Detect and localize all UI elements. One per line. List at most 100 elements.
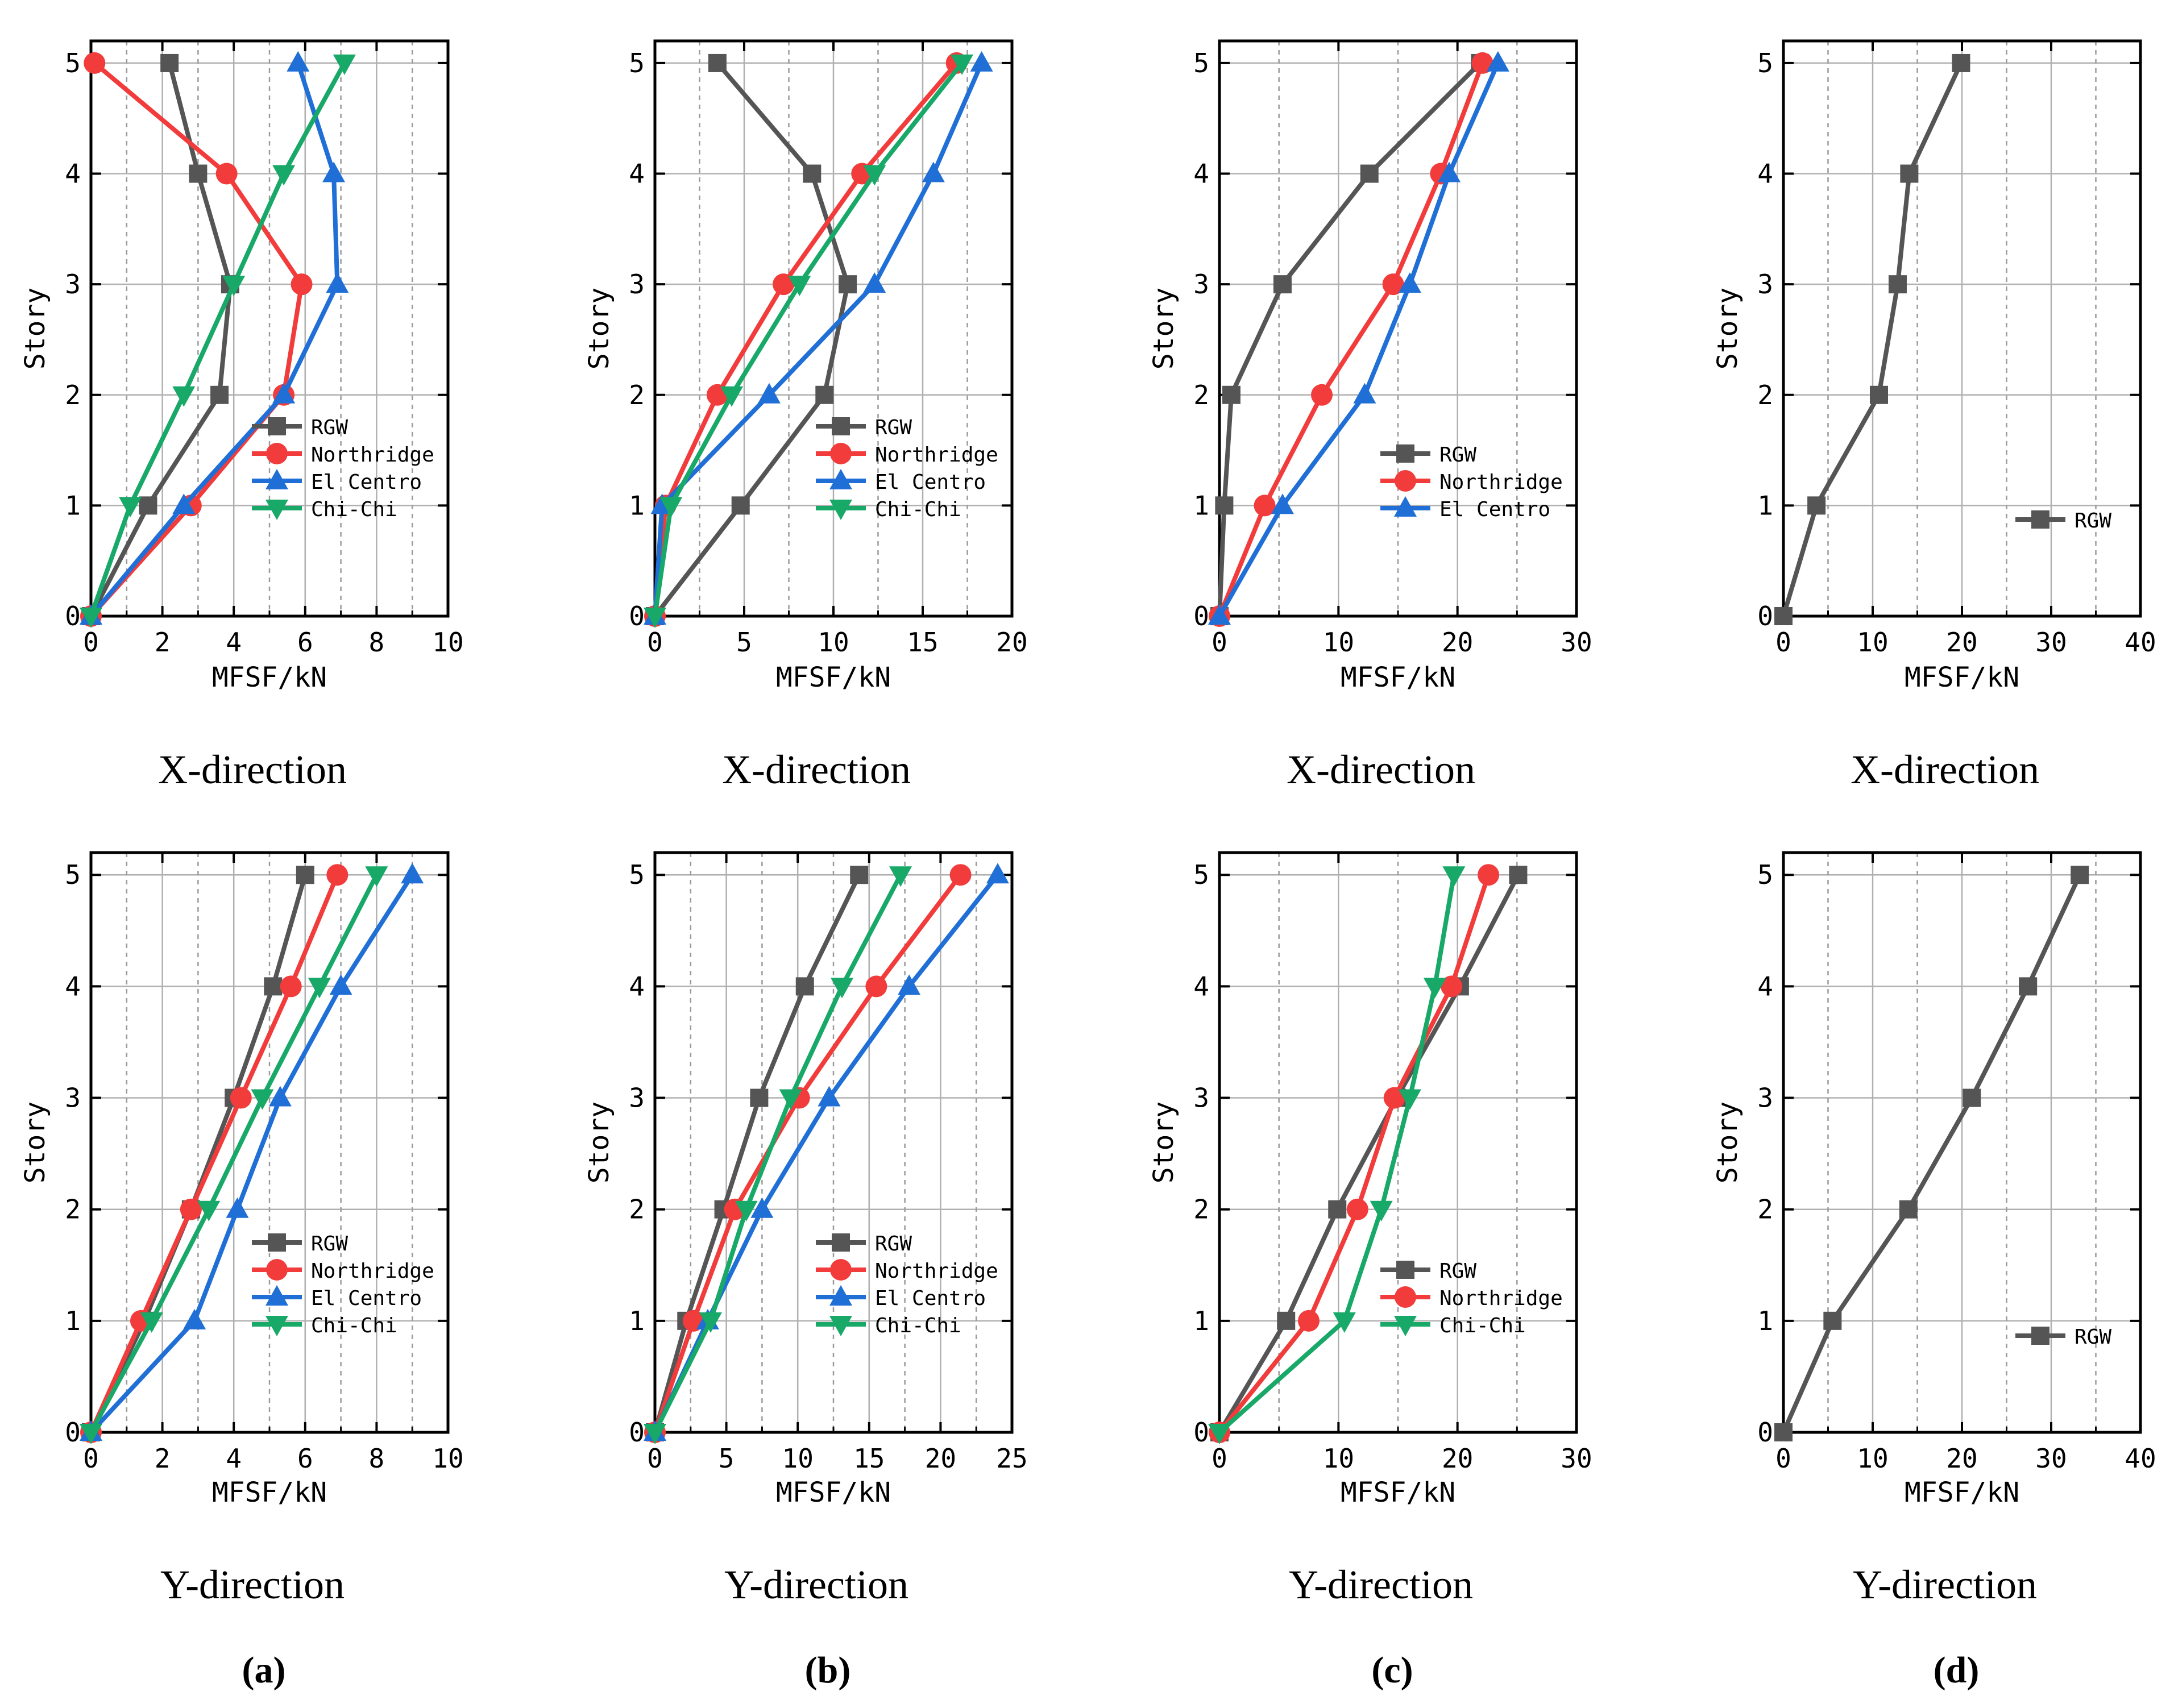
legend-label: Northridge <box>311 443 434 467</box>
legend-item-rgw: RGW <box>2015 1325 2111 1349</box>
series-northridge <box>1209 864 1500 1443</box>
legend-item-el-centro: El Centro <box>252 1285 422 1310</box>
y-axis-label: Story <box>19 288 51 370</box>
x-tick-label: 40 <box>2125 627 2156 658</box>
series-northridge <box>80 864 348 1443</box>
x-tick-label: 30 <box>1561 1443 1592 1474</box>
x-axis-label: MFSF/kN <box>1341 1477 1455 1508</box>
legend-marker <box>2031 510 2049 529</box>
y-tick-label: 3 <box>1757 269 1773 300</box>
legend-item-el-centro: El Centro <box>816 1285 986 1310</box>
legend-label: El Centro <box>875 471 986 494</box>
y-tick-label: 3 <box>1193 269 1209 300</box>
series-rgw <box>1774 866 2089 1441</box>
series-northridge <box>1209 52 1493 627</box>
y-tick-label: 1 <box>65 1306 81 1336</box>
x-tick-label: 30 <box>1561 627 1592 658</box>
y-tick-label: 4 <box>1193 971 1209 1001</box>
series-rgw <box>1210 866 1528 1441</box>
y-tick-label: 5 <box>65 48 81 78</box>
legend-marker <box>832 417 850 435</box>
data-point-el-centro <box>818 1086 841 1107</box>
x-tick-label: 10 <box>782 1443 814 1474</box>
y-tick-label: 2 <box>65 380 81 410</box>
series-line-chi-chi <box>89 874 379 1433</box>
data-point-chi-chi <box>308 978 331 999</box>
data-point-rgw <box>210 385 229 404</box>
series-line-rgw <box>653 61 850 618</box>
data-point-chi-chi <box>197 1200 221 1221</box>
data-point-el-centro <box>401 863 424 884</box>
data-point-northridge <box>280 975 302 998</box>
group-label-b: (b) <box>805 1649 851 1691</box>
data-point-rgw <box>1774 1423 1793 1441</box>
data-point-rgw <box>1215 496 1234 515</box>
y-tick-label: 3 <box>1757 1083 1773 1113</box>
legend-label: RGW <box>2075 1325 2111 1349</box>
series-line-el-centro <box>653 873 1000 1433</box>
data-point-chi-chi <box>140 1312 163 1333</box>
legend-marker <box>830 443 852 464</box>
x-tick-label: 0 <box>83 627 99 658</box>
y-tick-label: 2 <box>1757 380 1773 410</box>
y-tick-label: 5 <box>1757 859 1773 890</box>
series-line-northridge <box>1217 62 1485 617</box>
legend-item-rgw: RGW <box>252 1232 348 1256</box>
x-tick-label: 20 <box>996 627 1027 658</box>
series-line-chi-chi <box>1218 874 1457 1434</box>
series-northridge <box>644 52 968 627</box>
legend-label: Northridge <box>875 443 998 467</box>
grid <box>91 41 448 616</box>
legend-marker <box>1394 1316 1417 1336</box>
data-point-el-centro <box>1398 272 1421 293</box>
data-point-chi-chi <box>889 866 912 887</box>
legend: RGW Northridge El Centro Chi-Chi <box>816 1232 998 1337</box>
y-tick-label: 3 <box>65 269 81 300</box>
y-tick-label: 3 <box>629 1083 645 1113</box>
data-point-rgw <box>1888 275 1907 294</box>
data-point-chi-chi <box>951 54 974 75</box>
data-point-northridge <box>1254 494 1276 517</box>
legend-label: El Centro <box>875 1287 986 1310</box>
legend-marker <box>266 443 288 464</box>
legend-label: Northridge <box>1439 1287 1563 1310</box>
legend-marker <box>268 417 286 435</box>
legend-marker <box>265 1316 288 1336</box>
chart-b-x-direction: 0 5 10 15 20 0 1 2 3 4 5 MFSF/kN Story X-direction RGW… <box>583 39 1028 792</box>
y-tick-label: 2 <box>629 1194 645 1225</box>
x-tick-label: 10 <box>1857 1443 1888 1474</box>
data-point-northridge <box>84 52 106 74</box>
y-tick-label: 4 <box>629 971 645 1001</box>
x-tick-label: 0 <box>1775 627 1791 658</box>
data-point-rgw <box>1869 385 1888 404</box>
series-el-centro <box>1208 51 1509 625</box>
data-point-rgw <box>795 977 814 996</box>
legend-label: El Centro <box>311 1287 422 1310</box>
legend-marker <box>1395 1286 1416 1308</box>
data-point-el-centro <box>226 1197 249 1218</box>
data-point-northridge <box>773 273 795 296</box>
legend-item-rgw: RGW <box>816 1232 912 1256</box>
y-axis-label: Story <box>1148 1102 1180 1184</box>
data-point-rgw <box>189 164 208 183</box>
legend-item-rgw: RGW <box>1380 1260 1476 1283</box>
direction-caption: Y-direction <box>724 1562 908 1607</box>
data-point-rgw <box>1823 1311 1842 1330</box>
y-tick-label: 4 <box>1757 159 1773 189</box>
legend-item-chi-chi: Chi-Chi <box>252 1314 397 1337</box>
data-point-chi-chi <box>735 1200 758 1221</box>
data-point-el-centro <box>922 161 945 182</box>
data-point-northridge <box>1478 864 1500 886</box>
series-line-el-centro <box>1217 62 1500 617</box>
data-point-rgw <box>1963 1088 1981 1107</box>
data-point-chi-chi <box>788 276 811 297</box>
data-point-el-centro <box>986 863 1009 884</box>
data-point-northridge <box>1383 1087 1405 1109</box>
data-point-rgw <box>1328 1200 1347 1219</box>
data-point-chi-chi <box>1398 1089 1421 1110</box>
y-tick-label: 5 <box>629 859 645 890</box>
data-point-chi-chi <box>119 497 142 518</box>
legend-marker <box>829 469 852 489</box>
y-tick-label: 1 <box>1193 490 1209 521</box>
x-axis-label: MFSF/kN <box>1341 662 1455 693</box>
